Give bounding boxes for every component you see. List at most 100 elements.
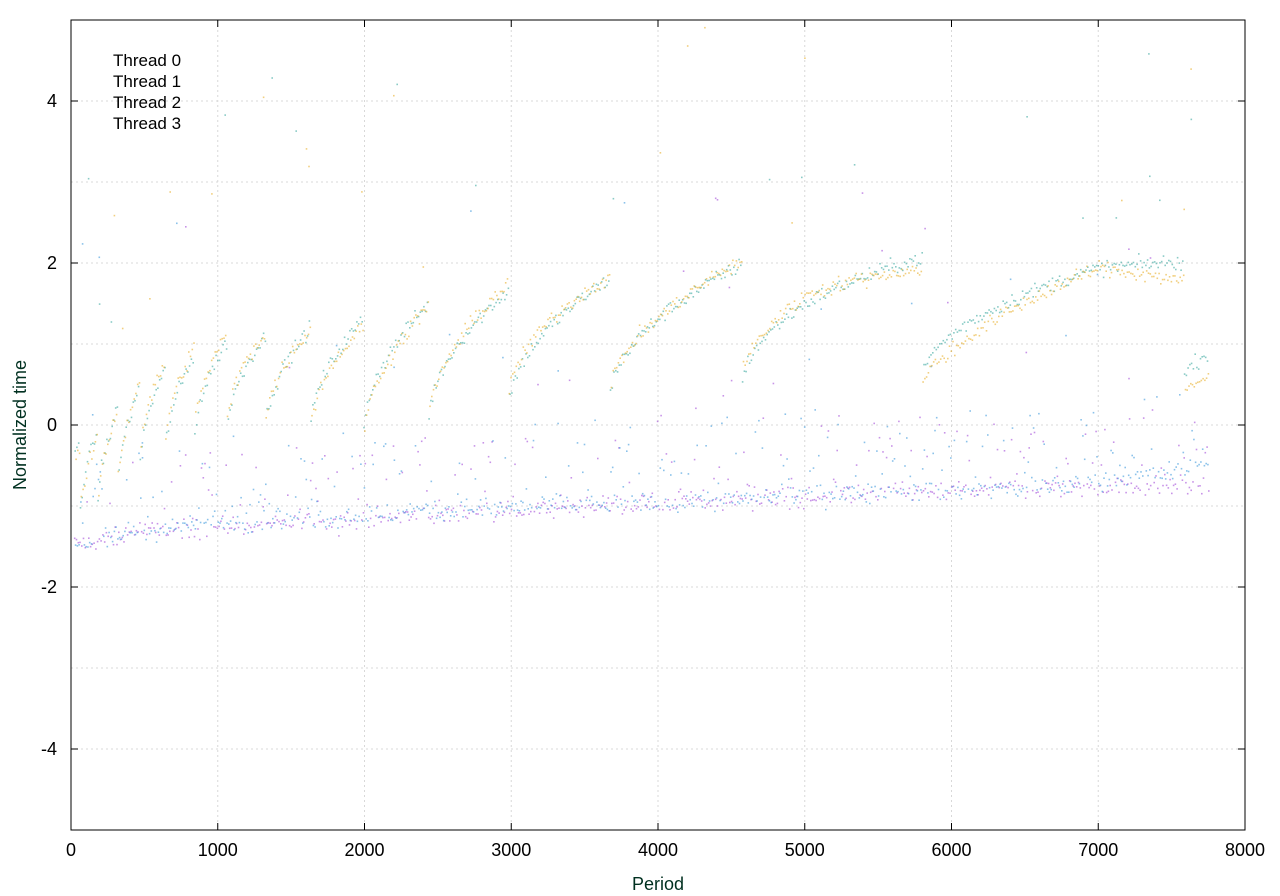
data-point: [541, 326, 544, 328]
data-point: [643, 494, 646, 497]
data-point: [405, 322, 407, 325]
data-point: [358, 515, 360, 518]
data-point: [226, 415, 229, 418]
data-point: [444, 365, 446, 368]
data-point: [1188, 385, 1190, 387]
data-point: [368, 399, 371, 402]
data-point: [1090, 269, 1093, 272]
data-point: [1128, 271, 1130, 273]
data-point: [641, 494, 643, 497]
data-point: [997, 306, 999, 308]
data-point: [909, 475, 912, 478]
data-point: [965, 330, 967, 332]
data-point: [217, 521, 220, 523]
data-point: [288, 524, 291, 527]
data-point: [902, 274, 905, 277]
data-point: [725, 270, 727, 273]
data-point: [203, 522, 205, 524]
data-point: [788, 478, 790, 480]
data-point: [1144, 280, 1146, 283]
data-point: [1202, 477, 1205, 479]
data-point: [573, 299, 576, 302]
data-point: [777, 495, 780, 497]
data-point: [361, 520, 364, 522]
data-point: [910, 269, 912, 272]
data-point: [801, 176, 803, 179]
data-point: [633, 504, 636, 507]
data-point: [546, 327, 548, 329]
data-point: [974, 322, 976, 324]
data-point: [712, 499, 714, 501]
data-point: [1204, 451, 1207, 454]
data-point: [169, 527, 172, 529]
data-point: [648, 500, 650, 503]
data-point: [751, 498, 753, 501]
data-point: [364, 414, 367, 416]
data-point: [231, 505, 234, 508]
data-point: [217, 359, 219, 362]
data-point: [471, 510, 474, 513]
data-point: [574, 302, 577, 305]
data-point: [81, 243, 84, 245]
data-point: [344, 347, 347, 350]
data-point: [926, 362, 929, 365]
data-point: [308, 320, 311, 322]
data-point: [824, 495, 826, 497]
data-point: [525, 488, 528, 490]
data-point: [94, 441, 97, 443]
data-point: [186, 370, 188, 372]
data-point: [487, 455, 490, 458]
data-point: [671, 504, 674, 507]
data-point: [1012, 484, 1015, 487]
data-point: [961, 323, 964, 325]
data-point: [190, 529, 192, 531]
data-point: [219, 338, 222, 341]
data-point: [76, 446, 78, 449]
data-point: [928, 356, 931, 359]
data-point: [682, 504, 684, 507]
data-point: [445, 361, 447, 364]
data-point: [405, 511, 407, 513]
data-point: [944, 341, 946, 344]
data-point: [812, 467, 815, 469]
data-point: [765, 489, 767, 491]
data-point: [431, 400, 434, 403]
data-point: [446, 360, 449, 363]
data-point: [102, 462, 105, 465]
data-point: [644, 331, 647, 333]
data-point: [863, 277, 865, 280]
data-point: [501, 506, 503, 508]
data-point: [1105, 270, 1107, 272]
data-point: [983, 315, 985, 317]
data-point: [748, 485, 750, 487]
data-point: [818, 497, 821, 500]
data-point: [349, 519, 352, 522]
data-point: [1165, 484, 1168, 487]
data-point: [393, 459, 396, 461]
data-point: [356, 520, 359, 523]
data-point: [734, 503, 736, 506]
data-point: [375, 507, 378, 509]
data-point: [1165, 273, 1167, 276]
data-point: [906, 492, 909, 494]
data-point: [288, 362, 290, 364]
data-point: [771, 328, 774, 330]
data-point: [375, 514, 377, 517]
data-point: [566, 303, 569, 305]
data-point: [353, 518, 355, 520]
data-point: [300, 458, 302, 460]
data-point: [181, 537, 183, 539]
data-point: [947, 492, 949, 494]
data-point: [162, 531, 165, 534]
data-point: [420, 309, 422, 311]
data-point: [214, 526, 217, 528]
data-point: [1042, 440, 1045, 443]
data-point: [348, 345, 350, 348]
data-point: [682, 270, 685, 272]
data-point: [324, 375, 326, 378]
data-point: [84, 485, 86, 487]
data-point: [722, 272, 724, 274]
data-point: [85, 545, 87, 548]
data-point: [142, 532, 145, 534]
data-point: [284, 520, 286, 523]
